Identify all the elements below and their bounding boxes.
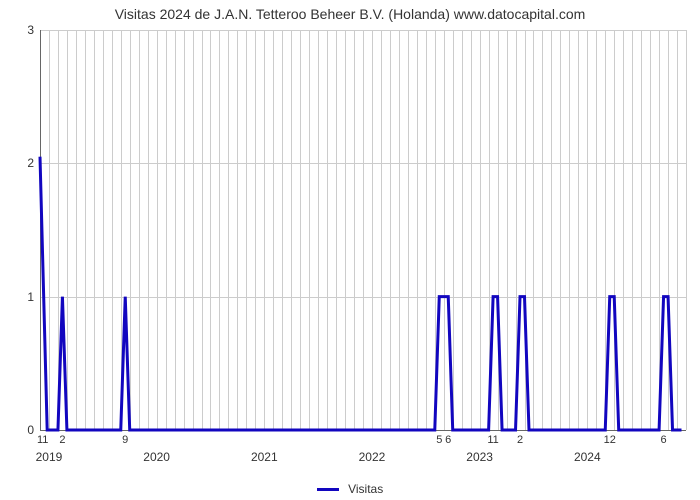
x-major-label: 2020 <box>143 450 170 464</box>
legend-swatch <box>317 488 339 491</box>
y-tick-label: 2 <box>10 156 34 170</box>
y-tick-label: 0 <box>10 423 34 437</box>
grid-line-vertical <box>686 30 687 430</box>
x-minor-label: 5 <box>436 434 442 446</box>
x-major-label: 2023 <box>466 450 493 464</box>
x-major-label: 2021 <box>251 450 278 464</box>
x-minor-label: 6 <box>445 434 451 446</box>
x-major-label: 2024 <box>574 450 601 464</box>
x-major-label: 2019 <box>36 450 63 464</box>
x-major-label: 2022 <box>359 450 386 464</box>
chart-title: Visitas 2024 de J.A.N. Tetteroo Beheer B… <box>0 6 700 22</box>
y-tick-label: 3 <box>10 23 34 37</box>
x-minor-label: 11 <box>37 434 48 446</box>
chart-container: { "chart": { "type": "line", "title": "V… <box>0 0 700 500</box>
x-minor-label: 12 <box>604 434 616 446</box>
x-minor-label: 11 <box>487 434 498 446</box>
x-minor-label: 6 <box>661 434 667 446</box>
legend-label: Visitas <box>348 482 383 496</box>
series-line <box>40 30 686 432</box>
plot-area: 0123112956112126201920202021202220232024 <box>40 30 686 430</box>
y-tick-label: 1 <box>10 290 34 304</box>
x-minor-label: 9 <box>122 434 128 446</box>
x-minor-label: 2 <box>517 434 523 446</box>
x-minor-label: 2 <box>59 434 65 446</box>
legend: Visitas <box>0 482 700 496</box>
